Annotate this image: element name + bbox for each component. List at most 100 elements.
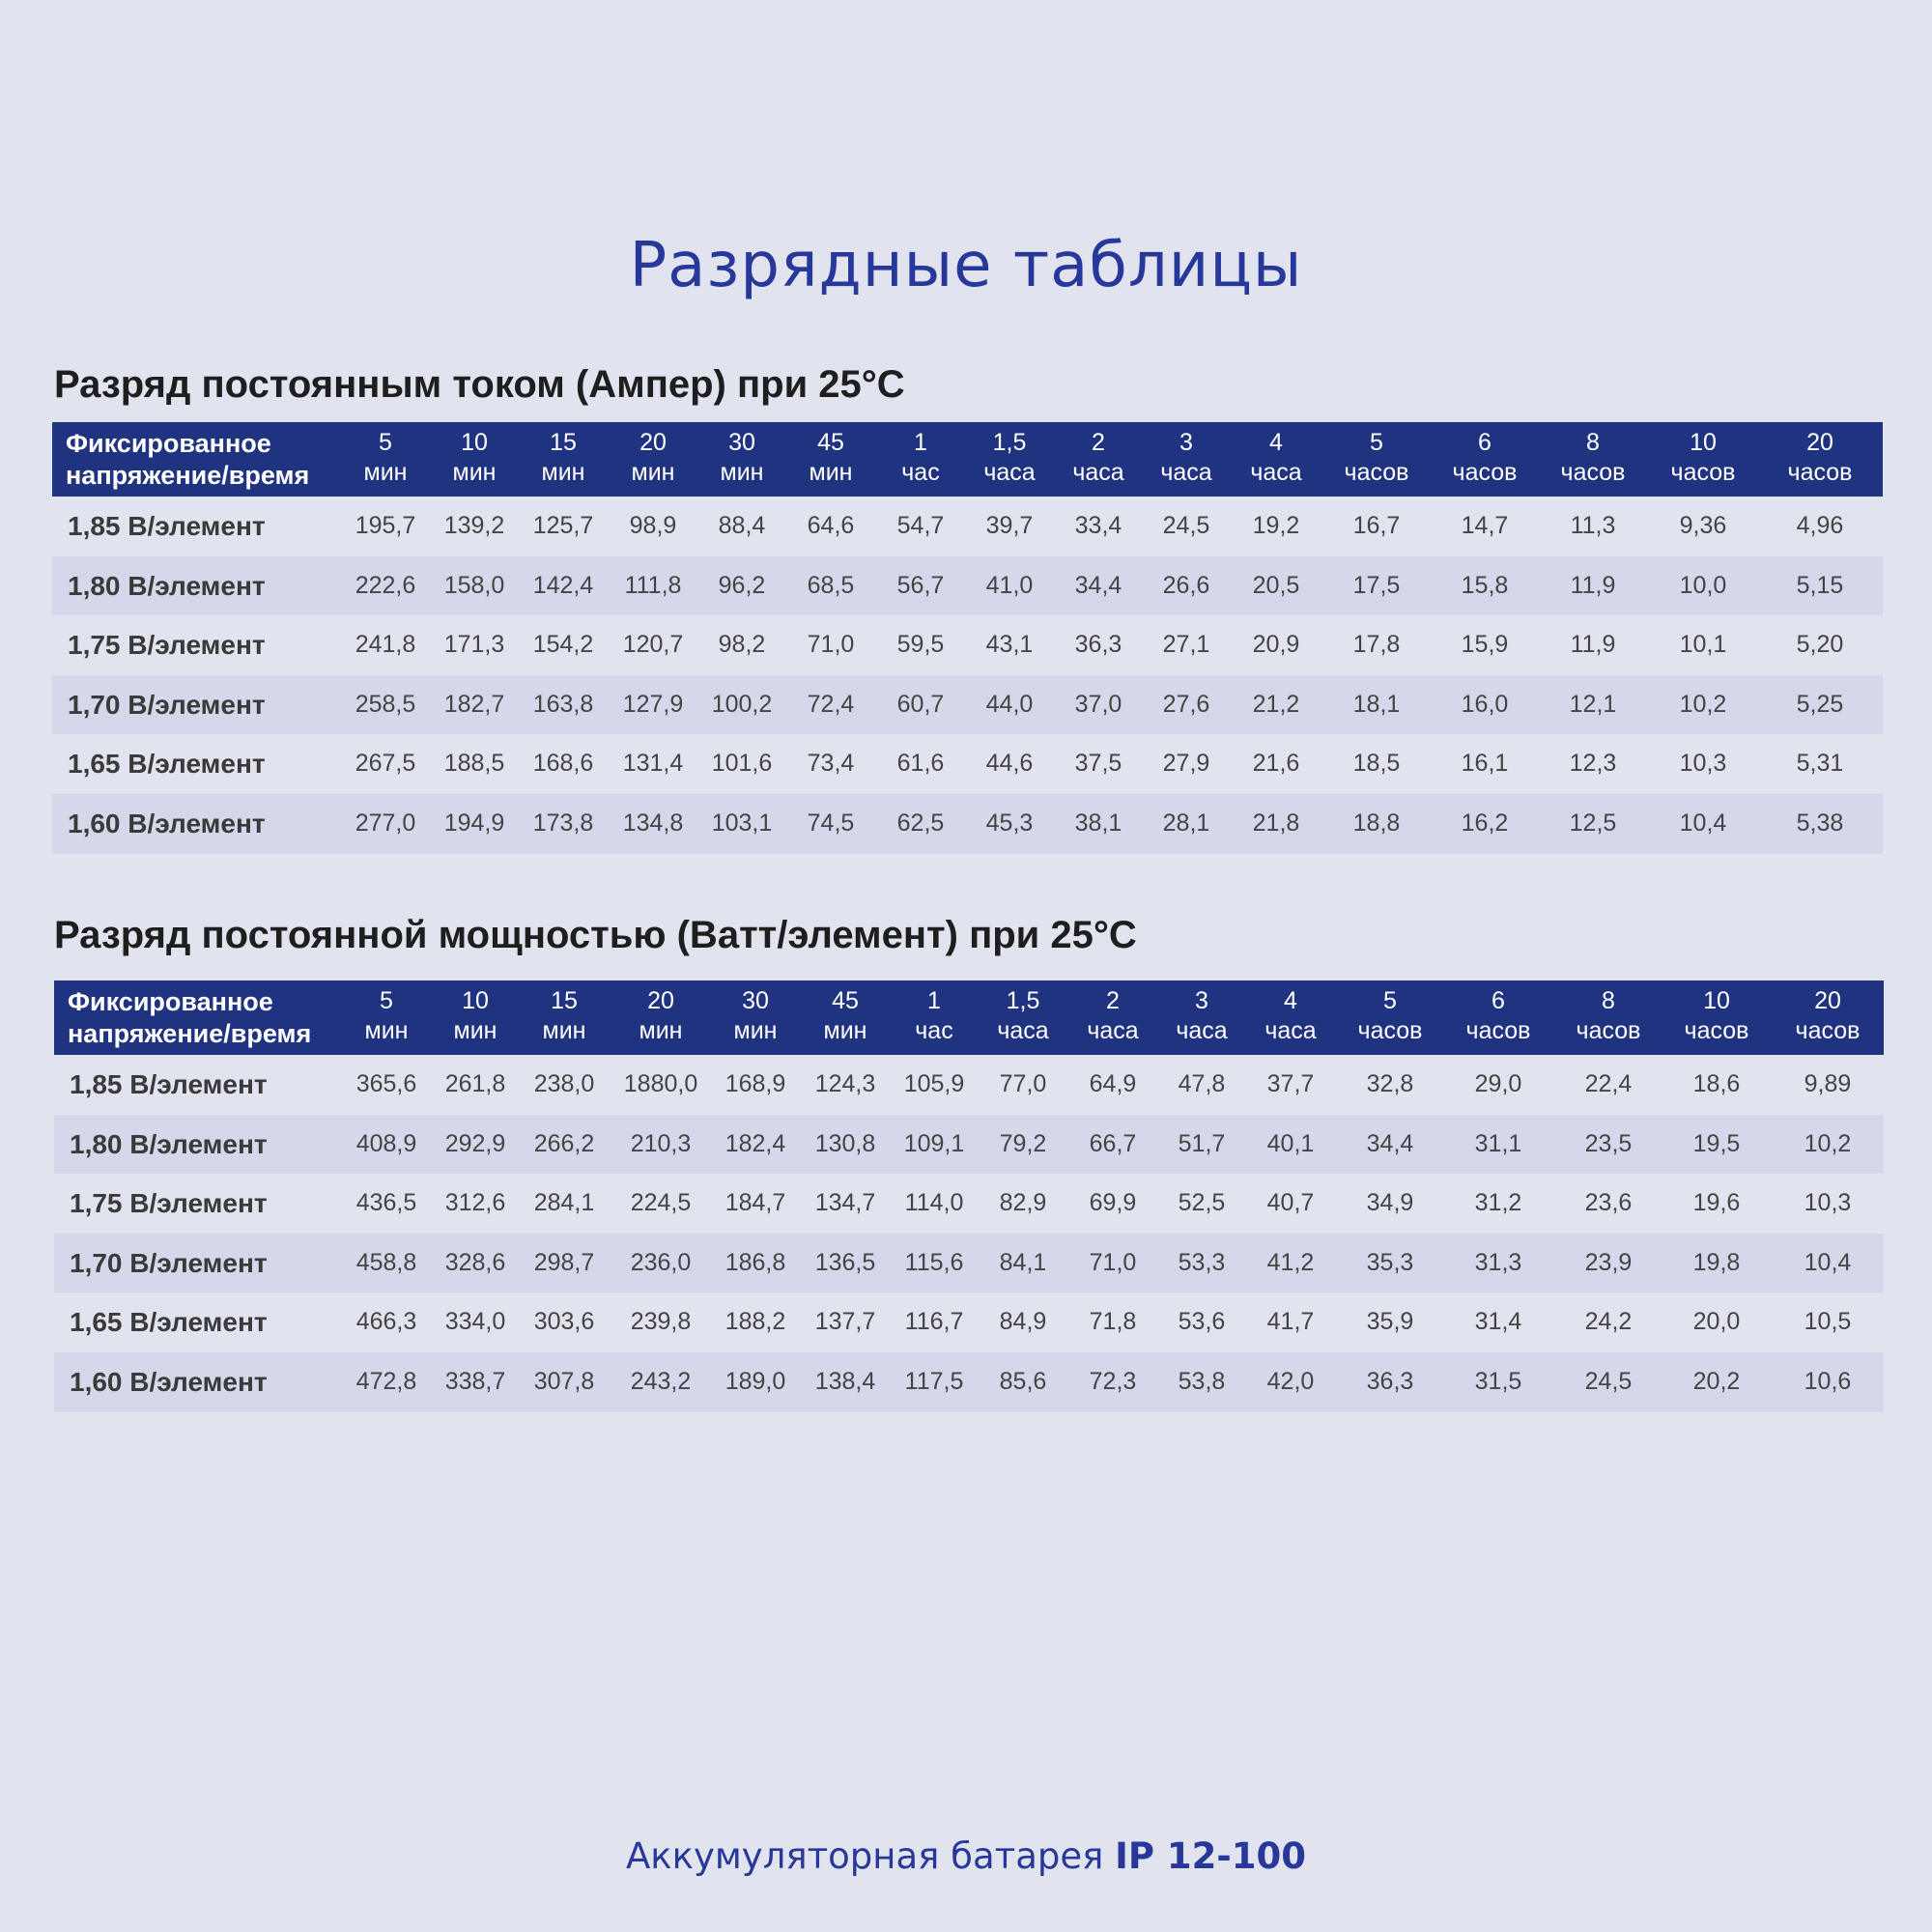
table-cell: 109,1 [903,1129,965,1157]
column-header: 15 мин [511,986,617,1046]
table-cell: 10,5 [1804,1308,1852,1336]
table-cell: 31,3 [1474,1248,1522,1276]
table-cell: 41,2 [1266,1248,1315,1276]
column-header: 20 мин [608,986,714,1046]
column-header: 20 часов [1775,986,1881,1046]
column-header-unit: часа [1264,1017,1317,1044]
table-cell: 10,0 [1679,571,1727,599]
table-cell: 163,8 [532,690,594,718]
table-cell: 131,4 [622,750,684,778]
header-label-line: Фиксированное [68,987,273,1016]
column-header-value: 3 [1195,987,1208,1014]
table-cell: 195,7 [355,512,416,539]
column-header-value: 1,5 [1006,987,1040,1014]
table-cell: 10,3 [1679,750,1727,778]
table-cell: 84,9 [999,1308,1047,1336]
column-header-unit: час [915,1017,953,1044]
table-cell: 186,8 [724,1248,786,1276]
table-cell: 5,31 [1796,750,1844,778]
table-cell: 111,8 [624,571,682,599]
column-header-unit: мин [453,1017,497,1044]
current-discharge-table: Фиксированное напряжение/время 5 мин 10 мин 15… [52,422,1883,854]
column-header-unit: мин [631,459,675,486]
header-label: Фиксированное напряжение/время [66,428,309,492]
column-header: 30 мин [689,428,795,488]
table-cell: 64,6 [807,512,855,539]
table-cell: 168,9 [724,1070,786,1097]
table-cell: 24,5 [1162,512,1210,539]
table-cell: 10,4 [1804,1248,1852,1276]
table-cell: 31,4 [1474,1308,1522,1336]
table-cell: 136,5 [814,1248,876,1276]
table-cell: 124,3 [814,1070,876,1097]
table-cell: 20,9 [1252,631,1300,659]
table-cell: 72,3 [1089,1368,1137,1395]
column-header-value: 1 [927,987,941,1014]
table-cell: 53,3 [1178,1248,1226,1276]
table-cell: 77,0 [999,1070,1047,1097]
table-cell: 277,0 [355,810,416,837]
table-cell: 10,2 [1679,690,1727,718]
table-cell: 210,3 [630,1129,692,1157]
column-header-unit: часа [1176,1017,1228,1044]
table-header: Фиксированное напряжение/время 5 мин 10 мин 15… [54,980,1884,1055]
column-header-value: 6 [1478,429,1492,456]
column-header-unit: часов [1560,459,1626,486]
table-cell: 117,5 [904,1368,964,1395]
table-cell: 436,5 [355,1189,417,1217]
table-cell: 72,4 [807,690,855,718]
table-cell: 142,4 [532,571,594,599]
column-header: 20 часов [1767,428,1873,488]
table-cell: 84,1 [999,1248,1047,1276]
table-cell: 120,7 [622,631,684,659]
column-header: 4 часа [1237,986,1344,1046]
table-cell: 127,9 [622,690,684,718]
column-header: 10 часов [1663,986,1770,1046]
column-header: 1,5 часа [956,428,1063,488]
table-cell: 328,6 [444,1248,506,1276]
header-label-line: напряжение/время [68,1019,312,1048]
column-header-unit: часа [1072,459,1124,486]
column-header: 1,5 часа [970,986,1076,1046]
column-header: 5 часов [1323,428,1430,488]
column-header-unit: часов [1357,1017,1423,1044]
table-cell: 26,6 [1162,571,1210,599]
table-cell: 9,36 [1679,512,1727,539]
table-cell: 138,4 [814,1368,876,1395]
table-cell: 27,6 [1162,690,1210,718]
table-cell: 21,6 [1252,750,1300,778]
column-header-unit: часов [1344,459,1409,486]
column-header-unit: часа [1160,459,1212,486]
table-cell: 10,6 [1804,1368,1852,1395]
table-cell: 139,2 [443,512,505,539]
table-cell: 18,6 [1692,1070,1741,1097]
column-header-unit: мин [639,1017,683,1044]
column-header: 2 часа [1060,986,1166,1046]
table-cell: 182,4 [724,1129,786,1157]
row-label: 1,70 В/элемент [70,1247,268,1278]
table-cell: 32,8 [1366,1070,1414,1097]
table-cell: 16,0 [1461,690,1509,718]
table-cell: 24,5 [1584,1368,1633,1395]
table-cell: 54,7 [896,512,945,539]
column-header-unit: час [901,459,940,486]
table-row: 1,75 В/элемент 241,8 171,3 154,2 120,7 98,2 71… [52,615,1883,675]
column-header-value: 10 [1703,987,1730,1014]
table-cell: 37,5 [1074,750,1122,778]
table-cell: 73,4 [807,750,855,778]
table-cell: 19,6 [1692,1189,1741,1217]
row-label: 1,65 В/элемент [68,749,266,780]
column-header-value: 15 [550,429,577,456]
table-cell: 338,7 [444,1368,506,1395]
table-cell: 79,2 [999,1129,1047,1157]
row-label: 1,75 В/элемент [68,630,266,661]
table-cell: 98,2 [718,631,766,659]
column-header-value: 8 [1586,429,1600,456]
header-label-line: напряжение/время [66,461,310,490]
column-header-unit: часов [1670,459,1736,486]
column-header: 5 мин [333,986,440,1046]
table-cell: 134,7 [814,1189,876,1217]
table-cell: 71,8 [1089,1308,1137,1336]
column-header: 20 мин [600,428,706,488]
table-cell: 312,6 [444,1189,506,1217]
